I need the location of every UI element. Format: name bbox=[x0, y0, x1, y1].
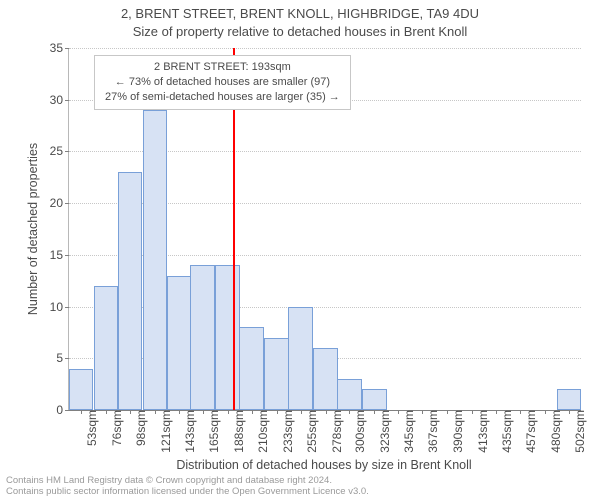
histogram-bar bbox=[143, 110, 167, 410]
histogram-bar bbox=[118, 172, 142, 410]
y-tick-label: 10 bbox=[50, 300, 69, 314]
histogram-bar bbox=[362, 389, 386, 410]
x-tick-label: 323sqm bbox=[374, 410, 392, 453]
histogram-bar bbox=[557, 389, 581, 410]
y-tick-label: 35 bbox=[50, 41, 69, 55]
x-tick-label: 390sqm bbox=[447, 410, 465, 453]
histogram-bar bbox=[288, 307, 312, 410]
x-axis-title: Distribution of detached houses by size … bbox=[68, 458, 580, 472]
x-tick-label: 300sqm bbox=[349, 410, 367, 453]
x-tick-label: 121sqm bbox=[155, 410, 173, 453]
y-tick-label: 30 bbox=[50, 93, 69, 107]
info-box-line-1: 2 BRENT STREET: 193sqm bbox=[105, 60, 340, 75]
x-tick-label: 165sqm bbox=[203, 410, 221, 453]
x-tick-label: 143sqm bbox=[179, 410, 197, 453]
info-box-line-3: 27% of semi-detached houses are larger (… bbox=[105, 90, 340, 105]
histogram-bar bbox=[313, 348, 337, 410]
x-tick-label: 53sqm bbox=[81, 410, 99, 446]
histogram-bar bbox=[215, 265, 239, 410]
y-tick-label: 25 bbox=[50, 144, 69, 158]
x-tick-label: 367sqm bbox=[422, 410, 440, 453]
info-box: 2 BRENT STREET: 193sqm← 73% of detached … bbox=[94, 55, 351, 110]
y-axis-title-text: Number of detached properties bbox=[26, 143, 40, 315]
x-tick-label: 278sqm bbox=[326, 410, 344, 453]
x-tick-label: 98sqm bbox=[130, 410, 148, 446]
y-tick-label: 15 bbox=[50, 248, 69, 262]
x-tick-label: 255sqm bbox=[301, 410, 319, 453]
chart-subtitle: Size of property relative to detached ho… bbox=[0, 24, 600, 39]
x-tick-label: 457sqm bbox=[520, 410, 538, 453]
y-tick-label: 0 bbox=[56, 403, 69, 417]
x-tick-label: 345sqm bbox=[398, 410, 416, 453]
info-box-line-2: ← 73% of detached houses are smaller (97… bbox=[105, 75, 340, 90]
y-axis-title: Number of detached properties bbox=[16, 48, 32, 410]
attribution-caption: Contains HM Land Registry data © Crown c… bbox=[6, 476, 369, 498]
histogram-bar bbox=[69, 369, 93, 410]
x-tick-label: 480sqm bbox=[545, 410, 563, 453]
y-tick-label: 20 bbox=[50, 196, 69, 210]
histogram-bar bbox=[94, 286, 118, 410]
x-tick-label: 188sqm bbox=[228, 410, 246, 453]
x-tick-label: 502sqm bbox=[569, 410, 587, 453]
x-tick-label: 210sqm bbox=[252, 410, 270, 453]
x-tick-label: 76sqm bbox=[106, 410, 124, 446]
x-tick-label: 413sqm bbox=[472, 410, 490, 453]
x-tick-label: 233sqm bbox=[277, 410, 295, 453]
histogram-bar bbox=[337, 379, 361, 410]
x-tick-label: 435sqm bbox=[496, 410, 514, 453]
caption-line-2: Contains public sector information licen… bbox=[6, 487, 369, 498]
gridline bbox=[69, 48, 581, 49]
histogram-bar bbox=[167, 276, 191, 410]
histogram-bar bbox=[264, 338, 288, 410]
histogram-chart: 2, BRENT STREET, BRENT KNOLL, HIGHBRIDGE… bbox=[0, 0, 600, 500]
histogram-bar bbox=[190, 265, 214, 410]
histogram-bar bbox=[239, 327, 263, 410]
y-tick-label: 5 bbox=[56, 351, 69, 365]
chart-title-address: 2, BRENT STREET, BRENT KNOLL, HIGHBRIDGE… bbox=[0, 6, 600, 21]
